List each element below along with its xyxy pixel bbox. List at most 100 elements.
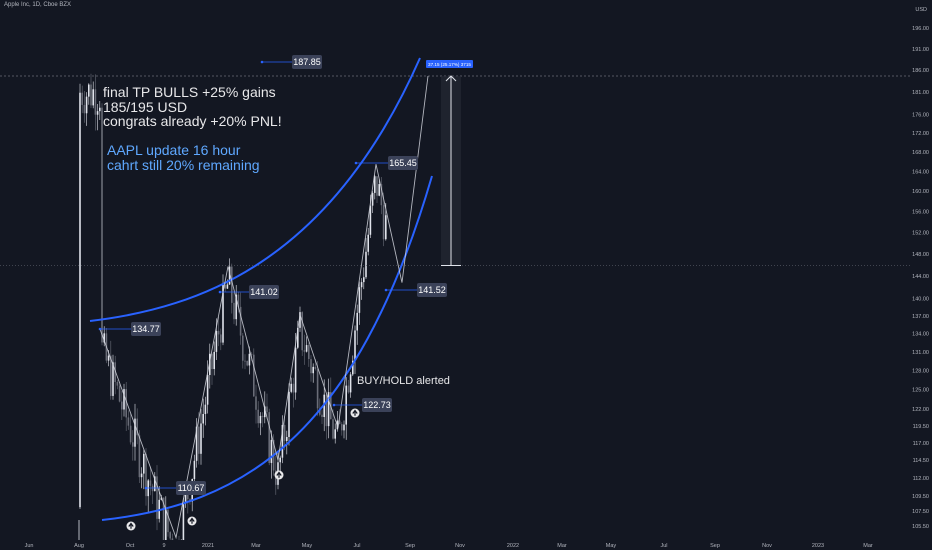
annotation-box xyxy=(131,322,161,336)
measure-badge-label: 37.15 (25.17%) 3715 xyxy=(428,62,471,67)
candle-body xyxy=(140,473,143,478)
time-tick-label: 2023 xyxy=(812,543,824,549)
time-tick-label: 2021 xyxy=(202,543,214,549)
candle-body xyxy=(83,104,86,114)
time-tick-label: Oct xyxy=(126,543,135,549)
price-tick-label: 125.00 xyxy=(912,388,929,394)
candle-body xyxy=(325,394,328,427)
price-tick-label: 131.00 xyxy=(912,350,929,356)
candle-body xyxy=(90,84,92,106)
candle-body xyxy=(222,284,224,343)
candle-body xyxy=(378,184,380,196)
candle-body xyxy=(202,414,204,424)
candle-body xyxy=(385,215,387,240)
time-tick-label: Sep xyxy=(710,543,720,549)
price-tick-label: 152.00 xyxy=(912,230,929,236)
measure-badge[interactable] xyxy=(426,60,473,68)
annotation-value: 141.52 xyxy=(418,285,446,295)
candle-body xyxy=(250,353,253,355)
candle-body xyxy=(334,429,336,439)
candle-body xyxy=(301,312,303,351)
candle-body xyxy=(279,457,281,463)
candle-body xyxy=(226,284,229,289)
candle-body xyxy=(321,414,323,417)
price-tick-label: 160.00 xyxy=(912,189,929,195)
candle-body xyxy=(138,435,141,478)
price-tick-label: 176.00 xyxy=(912,113,929,119)
candle-body xyxy=(132,442,134,447)
buy-arrow-glyph xyxy=(189,517,195,524)
candle-body xyxy=(310,359,312,374)
candle-body xyxy=(255,396,257,410)
annotation-box xyxy=(362,398,392,412)
candle-body xyxy=(281,424,284,458)
price-tick-label: 196.00 xyxy=(912,26,929,32)
candle-body xyxy=(365,251,367,278)
price-tick-label: 105.50 xyxy=(912,524,929,530)
candle-body xyxy=(244,360,246,362)
channel-curves xyxy=(89,57,433,521)
candle-body xyxy=(101,107,103,343)
time-tick-label: Jun xyxy=(25,543,34,549)
candle-body xyxy=(116,382,119,386)
candle-body xyxy=(347,385,350,393)
candle-body xyxy=(380,184,383,206)
price-axis[interactable]: USD 105.50 107.50 109.50 112.00 114.50 117.00 1… xyxy=(912,0,932,550)
update-note-line: cahrt still 20% remaining xyxy=(107,156,260,173)
candle-body xyxy=(215,330,218,352)
channel-lower-curve xyxy=(101,175,433,521)
time-axis[interactable]: Jun Aug Oct 9 2021 Mar May Jul Sep Nov 2022 Mar May J… xyxy=(0,540,912,550)
zigzag-line xyxy=(99,75,429,540)
time-axis-bg xyxy=(0,540,912,550)
candle-body xyxy=(356,312,358,331)
candle-body xyxy=(233,302,235,320)
candle-body xyxy=(242,335,244,361)
candle-body xyxy=(209,353,211,376)
candle-body xyxy=(112,362,114,396)
candle-body xyxy=(308,345,310,360)
candle-body xyxy=(162,497,165,541)
candle-body xyxy=(332,419,334,439)
candle-body xyxy=(129,425,132,443)
price-tick-label: 122.00 xyxy=(912,407,929,413)
candle-body xyxy=(96,111,99,115)
candle-body xyxy=(118,385,121,402)
candle-body xyxy=(367,234,369,252)
price-tick-label: 134.00 xyxy=(912,332,929,338)
annotation-anchor xyxy=(384,288,388,292)
candle-body xyxy=(288,391,290,437)
price-tick-label: 148.00 xyxy=(912,252,929,258)
candle-body xyxy=(286,436,288,441)
price-tick-label: 186.00 xyxy=(912,68,929,74)
candle-body xyxy=(354,330,356,361)
candle-body xyxy=(297,327,299,348)
candle-body xyxy=(376,176,378,196)
annotation-box xyxy=(176,481,206,495)
candle-body xyxy=(107,355,110,361)
candle-body xyxy=(125,389,127,418)
candle-body xyxy=(341,424,343,431)
candle-body xyxy=(88,84,90,97)
candle-body xyxy=(299,312,301,328)
candle-body xyxy=(292,383,295,393)
signal-note: BUY/HOLD alerted xyxy=(357,375,450,387)
annotation-box xyxy=(249,285,279,299)
candle-body xyxy=(316,368,319,409)
candle-body xyxy=(294,347,297,393)
price-tick-label: 119.50 xyxy=(913,424,929,430)
candle-body xyxy=(193,460,196,480)
price-tick-label: 114.50 xyxy=(913,458,929,464)
annotation-anchor xyxy=(218,290,222,294)
time-tick-label: Mar xyxy=(863,543,873,549)
measure-tool[interactable]: 37.15 (25.17%) 3715 xyxy=(426,60,473,267)
annotation-anchor xyxy=(144,486,148,490)
candle-body xyxy=(123,389,125,410)
candle-body xyxy=(352,360,354,375)
candle-body xyxy=(114,362,116,383)
price-tick-label: 112.00 xyxy=(913,476,929,482)
price-tick-label: 181.00 xyxy=(912,90,929,96)
price-annotation-labels: 187.85 134.77 141.02 165.45 141.52 122.73 110.… xyxy=(98,55,447,495)
buy-arrow-glyph xyxy=(276,471,282,478)
time-tick-label: Nov xyxy=(762,543,772,549)
